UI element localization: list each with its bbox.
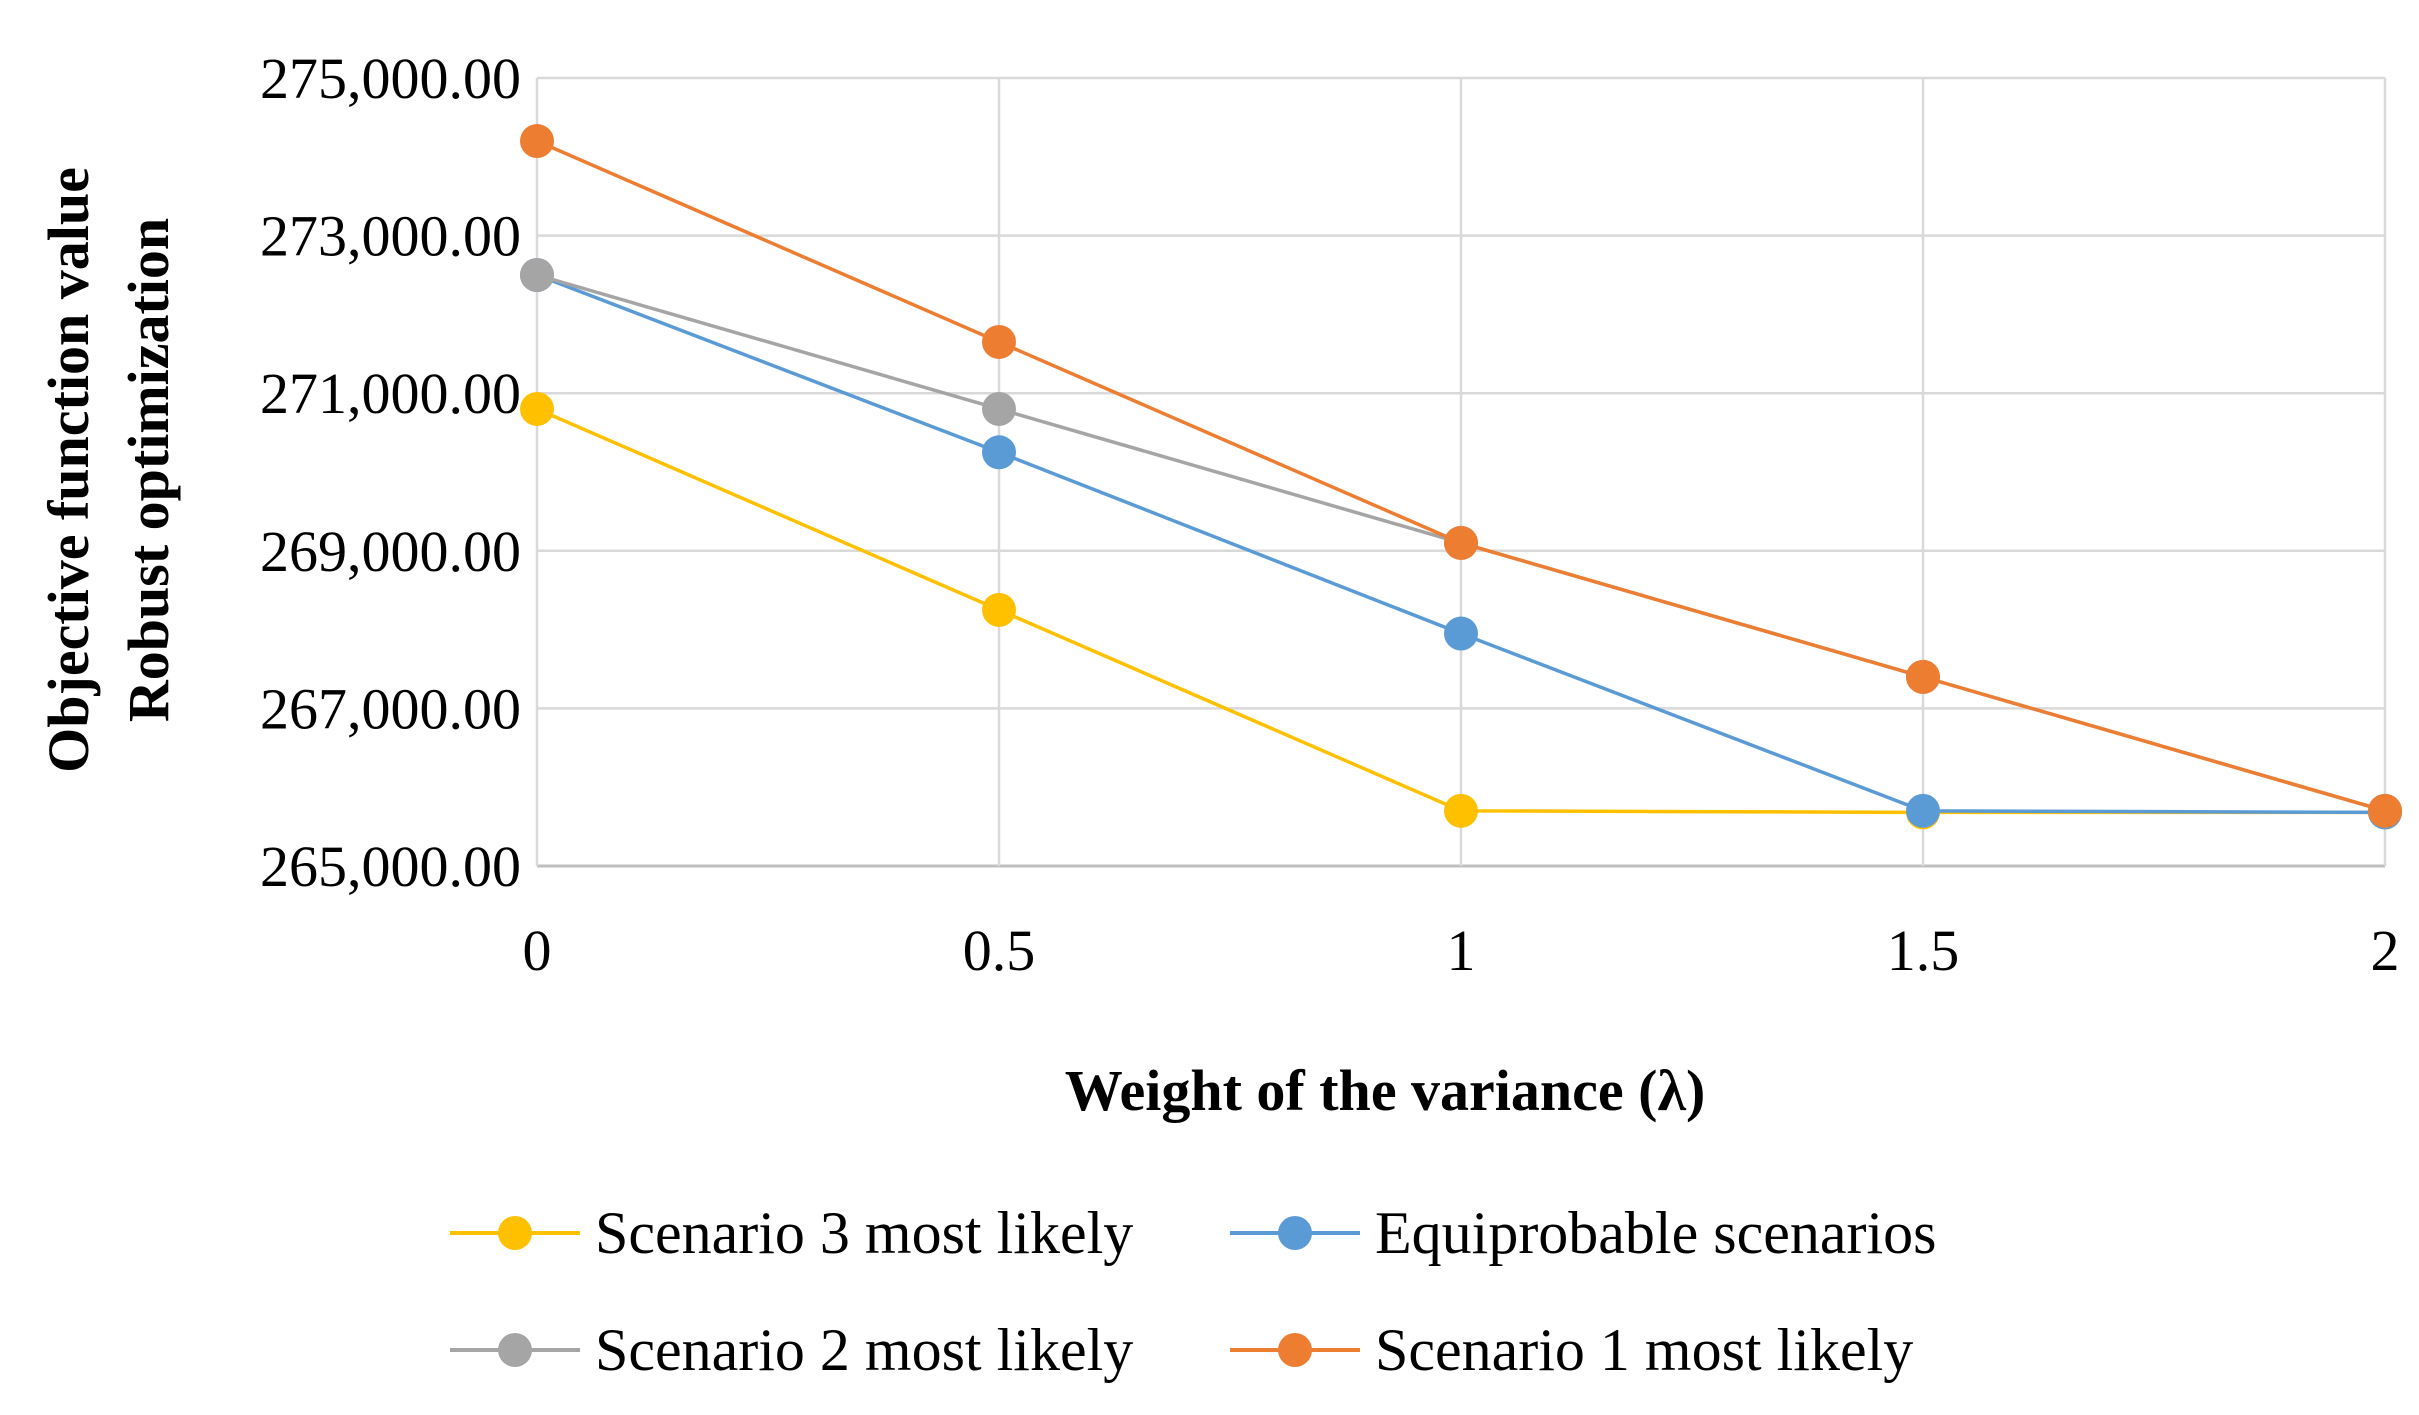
x-tick-label: 0.5 [963,918,1036,983]
data-point [982,592,1016,627]
x-tick-label: 1 [1447,918,1476,983]
x-tick-label: 0 [523,918,552,983]
data-point [1444,616,1478,651]
legend-label: Scenario 1 most likely [1375,1317,1913,1383]
data-point [982,435,1016,470]
data-point [1906,659,1940,694]
y-tick-label: 269,000.00 [260,519,521,584]
data-point [982,391,1016,426]
y-axis-title-line-2: Robust optimization [116,218,181,722]
grid [535,76,2387,868]
legend-item: Scenario 1 most likely [1230,1317,1913,1383]
data-point [520,391,554,426]
legend-marker [498,1216,532,1250]
y-tick-label: 267,000.00 [260,676,521,741]
legend: Scenario 3 most likely Equiprobable scena… [450,1200,1936,1383]
data-point [1444,793,1478,828]
data-point [982,324,1016,359]
legend-label: Scenario 3 most likely [595,1200,1133,1266]
y-tick-label: 275,000.00 [260,46,521,111]
x-tick-label: 1.5 [1887,918,1960,983]
series-lines [520,124,2402,830]
legend-marker [498,1333,532,1367]
x-axis-title: Weight of the variance (λ) [1065,1058,1706,1123]
x-tick-label: 2 [2371,918,2400,983]
legend-marker [1278,1333,1312,1367]
data-point [1444,525,1478,560]
axis-titles: Objective function value Robust optimiza… [36,167,1705,1123]
data-point [1906,793,1940,828]
legend-label: Equiprobable scenarios [1375,1200,1936,1266]
data-point [2368,793,2402,828]
y-axis-ticks: 265,000.00 267,000.00 269,000.00 271,000.00… [260,46,521,899]
y-tick-label: 273,000.00 [260,204,521,269]
data-point [520,124,554,159]
legend-item: Scenario 2 most likely [450,1317,1133,1383]
legend-item: Scenario 3 most likely [450,1200,1133,1266]
y-axis-title-line-1: Objective function value [36,167,101,773]
data-point [520,258,554,292]
x-axis-ticks: 0 0.5 1 1.5 2 [523,918,2400,983]
legend-label: Scenario 2 most likely [595,1317,1133,1383]
legend-marker [1278,1216,1312,1250]
legend-item: Equiprobable scenarios [1230,1200,1936,1266]
y-tick-label: 265,000.00 [260,834,521,899]
y-tick-label: 271,000.00 [260,361,521,426]
series-scenario-1-most-likely [520,124,2402,828]
